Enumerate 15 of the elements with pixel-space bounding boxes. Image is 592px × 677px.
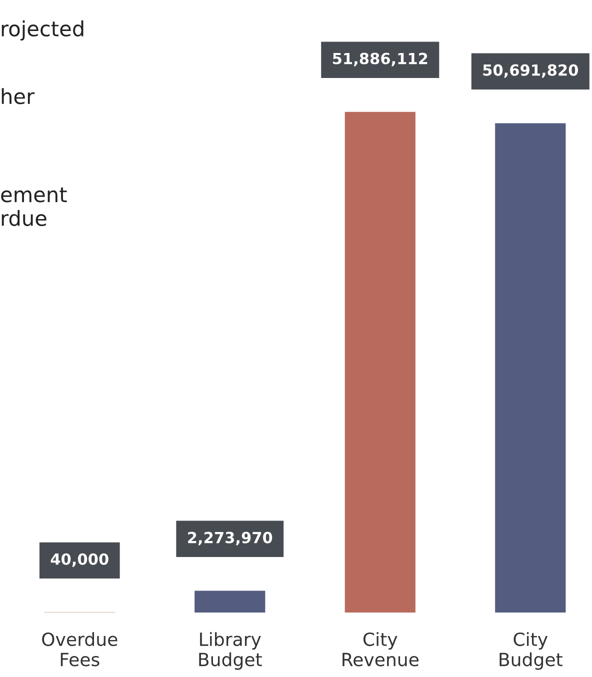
x-tick-label: Library Budget [199,632,262,670]
data-label: 51,886,112 [333,52,428,66]
data-label: 50,691,820 [483,64,578,78]
bar [495,123,566,613]
x-tick-label: City Budget [500,632,562,670]
text: rojected [2,20,84,41]
bar [344,112,416,613]
x-tick-label: Overdue Fees [42,632,118,666]
data-label: 2,273,970 [188,532,272,546]
bar [194,590,266,613]
data-label: 40,000 [50,553,108,567]
text: her [2,88,35,104]
annotation: ement [1,187,67,202]
annotation: rdue [2,210,46,226]
x-tick-label: City Revenue [342,632,418,666]
